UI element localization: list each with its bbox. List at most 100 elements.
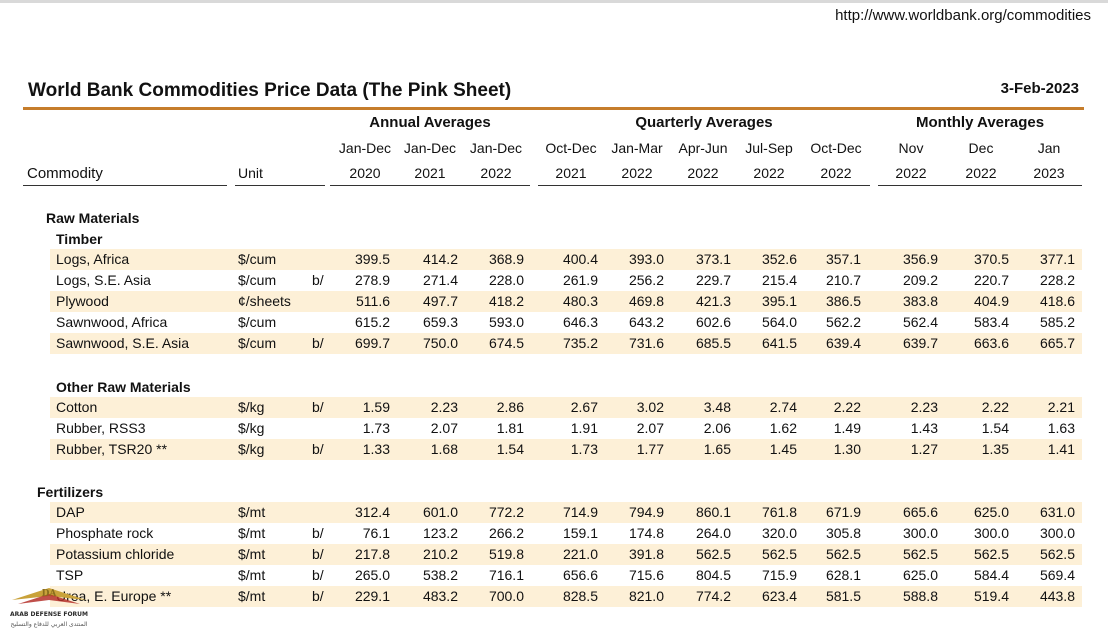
value-cell: 700.0 bbox=[488, 588, 524, 604]
value-cell: 2.67 bbox=[570, 399, 598, 415]
value-cell: 400.4 bbox=[562, 251, 598, 267]
value-cell: 391.8 bbox=[628, 546, 664, 562]
value-cell: 395.1 bbox=[761, 293, 797, 309]
logo-line2: المنتدى العربي للدفاع والتسليح bbox=[11, 621, 88, 628]
value-cell: 562.5 bbox=[825, 546, 861, 562]
timber-row: Sawnwood, S.E. Asia $/cum b/699.7 750.0 674.… bbox=[50, 333, 1082, 354]
report-date: 3-Feb-2023 bbox=[1000, 80, 1079, 97]
value-cell: 699.7 bbox=[354, 335, 390, 351]
value-cell: 261.9 bbox=[562, 272, 598, 288]
value-cell: 76.1 bbox=[362, 525, 390, 541]
value-cell: 320.0 bbox=[761, 525, 797, 541]
value-cell: 265.0 bbox=[354, 567, 390, 583]
value-cell: 625.0 bbox=[902, 567, 938, 583]
value-cell: 1.63 bbox=[1047, 420, 1075, 436]
timber-row: Plywood ¢/sheets 511.6 497.7 418.2 480.3 469.8… bbox=[50, 291, 1082, 312]
value-cell: 794.9 bbox=[628, 504, 664, 520]
value-cell: 2.22 bbox=[833, 399, 861, 415]
value-cell: 300.0 bbox=[902, 525, 938, 541]
unit-cell: $/mt bbox=[238, 546, 266, 562]
value-cell: 123.2 bbox=[422, 525, 458, 541]
value-cell: 2.23 bbox=[910, 399, 938, 415]
unit-cell: $/mt bbox=[238, 504, 266, 520]
section-other-raw-materials: Other Raw Materials bbox=[56, 379, 191, 395]
value-cell: 1.62 bbox=[769, 420, 797, 436]
value-cell: 623.4 bbox=[761, 588, 797, 604]
column-header-top: Oct-Dec bbox=[810, 140, 862, 156]
value-cell: 3.02 bbox=[636, 399, 664, 415]
source-url[interactable]: http://www.worldbank.org/commodities bbox=[835, 7, 1091, 24]
value-cell: 665.6 bbox=[902, 504, 938, 520]
value-cell: 665.7 bbox=[1039, 335, 1075, 351]
value-cell: 278.9 bbox=[354, 272, 390, 288]
value-cell: 1.45 bbox=[769, 441, 797, 457]
unit-cell: $/mt bbox=[238, 525, 266, 541]
value-cell: 377.1 bbox=[1039, 251, 1075, 267]
value-cell: 1.33 bbox=[362, 441, 390, 457]
value-cell: 352.6 bbox=[761, 251, 797, 267]
value-cell: 312.4 bbox=[354, 504, 390, 520]
value-cell: 221.0 bbox=[562, 546, 598, 562]
column-header-bottom: 2022 bbox=[895, 165, 927, 181]
value-cell: 602.6 bbox=[695, 314, 731, 330]
value-cell: 1.54 bbox=[496, 441, 524, 457]
value-cell: 1.65 bbox=[703, 441, 731, 457]
value-cell: 469.8 bbox=[628, 293, 664, 309]
value-cell: 685.5 bbox=[695, 335, 731, 351]
value-cell: 305.8 bbox=[825, 525, 861, 541]
column-header-top: Jan-Dec bbox=[469, 140, 523, 156]
value-cell: 209.2 bbox=[902, 272, 938, 288]
value-cell: 569.4 bbox=[1039, 567, 1075, 583]
value-cell: 418.2 bbox=[488, 293, 524, 309]
column-header-bottom: 2022 bbox=[480, 165, 512, 181]
column-header-bottom: 2022 bbox=[820, 165, 852, 181]
value-cell: 1.59 bbox=[362, 399, 390, 415]
value-cell: 601.0 bbox=[422, 504, 458, 520]
value-cell: 1.77 bbox=[636, 441, 664, 457]
unit-cell: $/kg bbox=[238, 399, 265, 415]
header-underline-commodity bbox=[23, 185, 227, 186]
value-cell: 2.22 bbox=[981, 399, 1009, 415]
header-underline-quarterly bbox=[538, 185, 870, 186]
value-cell: 418.6 bbox=[1039, 293, 1075, 309]
monthly-averages-header: Monthly Averages bbox=[915, 114, 1045, 131]
commodity-name: Plywood bbox=[56, 293, 109, 309]
unit-cell: $/mt bbox=[238, 588, 266, 604]
value-cell: 497.7 bbox=[422, 293, 458, 309]
value-cell: 562.5 bbox=[695, 546, 731, 562]
value-cell: 443.8 bbox=[1039, 588, 1075, 604]
value-cell: 562.5 bbox=[973, 546, 1009, 562]
fertilizer-row: Urea, E. Europe ** $/mt b/229.1 483.2 700.0 8… bbox=[50, 586, 1082, 607]
value-cell: 229.1 bbox=[354, 588, 390, 604]
value-cell: 615.2 bbox=[354, 314, 390, 330]
value-cell: 562.4 bbox=[902, 314, 938, 330]
value-cell: 271.4 bbox=[422, 272, 458, 288]
fertilizer-row: TSP $/mt b/265.0 538.2 716.1 656.6 715.6 804.5 7… bbox=[50, 565, 1082, 586]
value-cell: 3.48 bbox=[703, 399, 731, 415]
value-cell: 217.8 bbox=[354, 546, 390, 562]
value-cell: 386.5 bbox=[825, 293, 861, 309]
value-cell: 2.07 bbox=[430, 420, 458, 436]
column-header-top: Jan-Mar bbox=[611, 140, 663, 156]
column-header-top: Dec bbox=[968, 140, 994, 156]
commodity-name: DAP bbox=[56, 504, 85, 520]
column-header-top: Jul-Sep bbox=[745, 140, 793, 156]
value-cell: 731.6 bbox=[628, 335, 664, 351]
commodity-name: Rubber, RSS3 bbox=[56, 420, 146, 436]
value-cell: 2.74 bbox=[769, 399, 797, 415]
value-cell: 399.5 bbox=[354, 251, 390, 267]
unit-header: Unit bbox=[238, 165, 263, 181]
value-cell: 414.2 bbox=[422, 251, 458, 267]
column-header-top: Nov bbox=[898, 140, 924, 156]
value-cell: 1.54 bbox=[981, 420, 1009, 436]
value-cell: 639.4 bbox=[825, 335, 861, 351]
value-cell: 581.5 bbox=[825, 588, 861, 604]
value-cell: 266.2 bbox=[488, 525, 524, 541]
unit-cell: $/mt bbox=[238, 567, 266, 583]
value-cell: 511.6 bbox=[356, 293, 390, 309]
value-cell: 368.9 bbox=[488, 251, 524, 267]
quarterly-averages-header: Quarterly Averages bbox=[635, 114, 773, 131]
value-cell: 1.27 bbox=[910, 441, 938, 457]
fertilizer-row: Phosphate rock $/mt b/76.1 123.2 266.2 159.1 1… bbox=[50, 523, 1082, 544]
footnote-marker: b/ bbox=[312, 588, 324, 604]
